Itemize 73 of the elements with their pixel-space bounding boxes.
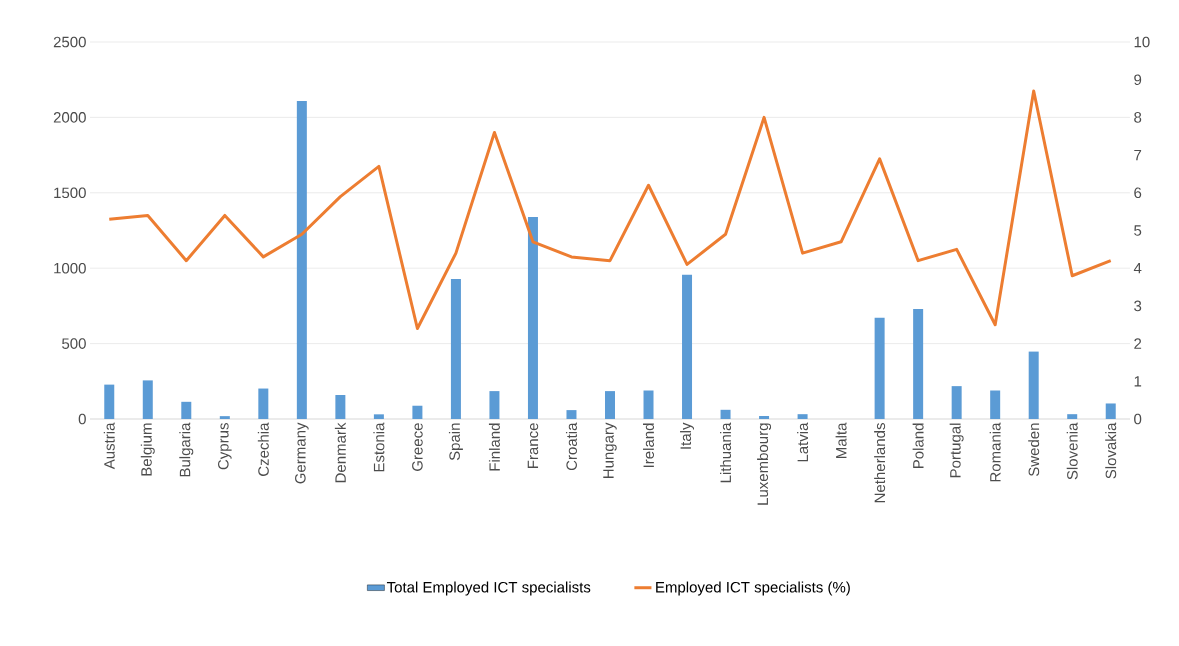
bar bbox=[142, 380, 153, 419]
x-tick-label: Croatia bbox=[565, 422, 577, 471]
y-tick-label: 1000 bbox=[54, 262, 86, 274]
bar bbox=[605, 391, 615, 419]
x-tick-label: Finland bbox=[488, 423, 500, 471]
bar bbox=[1067, 414, 1078, 419]
y-tick-label: 2000 bbox=[53, 112, 86, 123]
bar bbox=[219, 416, 230, 419]
bar bbox=[566, 410, 577, 419]
x-tick-label: Greece bbox=[412, 423, 423, 471]
bar bbox=[1028, 351, 1039, 419]
bar bbox=[1105, 403, 1116, 419]
x-tick-label: Romania bbox=[989, 422, 1001, 482]
x-tick-label: Slovenia bbox=[1066, 422, 1078, 480]
y2-tick-label: 0 bbox=[1134, 413, 1142, 425]
x-tick-label: Luxembourg bbox=[757, 423, 772, 505]
x-tick-label: Estonia bbox=[373, 422, 385, 472]
bar bbox=[296, 101, 307, 419]
x-tick-label: Malta bbox=[835, 422, 847, 458]
x-tick-label: Denmark bbox=[334, 422, 346, 483]
line-series bbox=[107, 89, 1113, 331]
y2-tick-label: 4 bbox=[1133, 263, 1142, 274]
bar bbox=[913, 309, 924, 419]
y2-tick-label: 10 bbox=[1134, 36, 1150, 48]
x-tick-label: Bulgaria bbox=[179, 422, 194, 477]
y2-tick-label: 6 bbox=[1134, 187, 1142, 199]
x-tick-label: Latvia bbox=[797, 422, 809, 462]
legend-label: Total Employed ICT specialists bbox=[386, 581, 591, 596]
x-tick-label: Austria bbox=[103, 422, 115, 470]
x-tick-label: Czechia bbox=[257, 422, 269, 476]
x-tick-label: Hungary bbox=[603, 422, 617, 479]
bar bbox=[412, 405, 423, 419]
bar bbox=[104, 384, 115, 419]
x-tick-label: France bbox=[527, 423, 539, 468]
x-tick-label: Italy bbox=[680, 422, 695, 449]
bar bbox=[797, 414, 808, 419]
y2-tick-label: 2 bbox=[1134, 338, 1142, 349]
y-tick-label: 1500 bbox=[54, 187, 86, 199]
bar bbox=[951, 386, 962, 419]
x-tick-label: Slovakia bbox=[1105, 422, 1117, 479]
bar bbox=[373, 414, 384, 419]
x-tick-label: Portugal bbox=[949, 423, 964, 478]
bar bbox=[181, 401, 192, 419]
y2-tick-label: 8 bbox=[1134, 112, 1142, 123]
x-tick-label: Belgium bbox=[140, 423, 155, 476]
x-tick-label: Poland bbox=[912, 423, 924, 469]
y2-tick-label: 7 bbox=[1134, 149, 1142, 161]
y-tick-label: 2500 bbox=[53, 36, 86, 48]
y2-tick-label: 1 bbox=[1134, 376, 1142, 387]
bar bbox=[527, 217, 538, 419]
x-tick-label: Spain bbox=[448, 423, 463, 461]
x-tick-label: Ireland bbox=[643, 423, 655, 468]
bar bbox=[643, 390, 654, 419]
bar bbox=[258, 388, 269, 419]
y-tick-label: 0 bbox=[78, 413, 86, 425]
y2-tick-label: 3 bbox=[1134, 300, 1142, 312]
y2-tick-label: 9 bbox=[1134, 74, 1142, 86]
bar bbox=[720, 409, 731, 419]
bar bbox=[874, 317, 885, 419]
x-tick-label: Germany bbox=[295, 422, 309, 484]
bar bbox=[489, 391, 500, 419]
x-tick-label: Netherlands bbox=[874, 423, 886, 503]
bar bbox=[335, 395, 346, 419]
bar bbox=[682, 274, 693, 419]
bar bbox=[450, 279, 461, 419]
x-tick-label: Cyprus bbox=[218, 423, 232, 470]
legend-label: Employed ICT specialists (%) bbox=[656, 581, 850, 596]
y2-tick-label: 5 bbox=[1134, 225, 1142, 236]
bar bbox=[759, 415, 770, 419]
x-tick-label: Sweden bbox=[1028, 423, 1040, 477]
y-tick-label: 500 bbox=[62, 338, 86, 349]
bar bbox=[990, 390, 1001, 419]
x-tick-label: Lithuania bbox=[720, 422, 732, 483]
